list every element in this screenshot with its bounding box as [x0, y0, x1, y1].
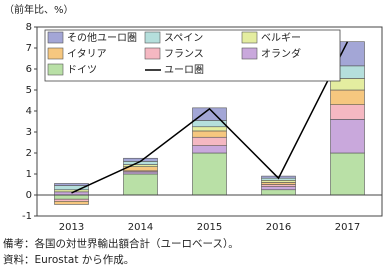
y-tick-label: -1: [22, 211, 32, 222]
bar-segment: [192, 136, 227, 146]
y-tick-label: 0: [26, 190, 32, 201]
bar-segment: [123, 171, 158, 175]
bar-segment: [123, 173, 158, 196]
bar-segment: [54, 201, 89, 205]
legend-label: オランダ: [261, 47, 301, 60]
bar-segment: [261, 184, 296, 187]
bar-segment: [261, 189, 296, 196]
y-unit: （前年比、%）: [4, 3, 74, 16]
y-tick-label: 4: [26, 106, 32, 117]
legend-label: ユーロ圏: [164, 64, 204, 76]
legend-label: その他ユーロ圏: [67, 31, 137, 44]
bar-segment: [192, 145, 227, 154]
bar-segment: [54, 198, 89, 202]
legend-swatch: [144, 47, 161, 60]
y-tick-label: 8: [26, 22, 32, 33]
bar-segment: [261, 186, 296, 191]
legend-box: [44, 29, 341, 82]
bar-segment: [192, 126, 227, 132]
y-tick-label: 6: [26, 64, 32, 75]
bar-segment: [330, 104, 365, 120]
bar-segment: [54, 189, 89, 193]
bar-segment: [54, 194, 89, 200]
bar-segment: [192, 152, 227, 196]
y-tick-label: 7: [26, 43, 32, 54]
legend-label: イタリア: [67, 48, 107, 60]
x-tick-label: 2017: [335, 222, 360, 233]
bar-segment: [261, 180, 296, 183]
note: 資料：Eurostat から作成。: [3, 254, 135, 266]
legend-label: ベルギー: [261, 32, 301, 44]
legend-label: ドイツ: [67, 65, 97, 76]
bar-segment: [192, 130, 227, 138]
legend-swatch: [144, 31, 161, 44]
x-tick-label: 2013: [59, 222, 84, 233]
x-tick-label: 2016: [266, 222, 291, 233]
bar-segment: [330, 119, 365, 154]
legend-label: スペイン: [164, 33, 203, 44]
y-tick-label: 1: [26, 169, 32, 180]
bar-segment: [54, 183, 89, 186]
bar-segment: [330, 152, 365, 196]
note: 備考：各国の対世界輸出額合計（ユーロベース）。: [3, 238, 239, 250]
legend-swatch: [241, 47, 258, 60]
line: [71, 41, 349, 194]
y-tick-label: 3: [26, 127, 32, 138]
chart: （前年比、%） -1 0 1 2 3 4 5 6 7 8 2013 2014 2015 2016 2017 そ…: [4, 3, 383, 233]
y-tick-label: 2: [26, 148, 32, 159]
legend-swatch: [47, 63, 64, 76]
bar-segment: [330, 89, 365, 105]
y-tick-label: 5: [26, 85, 32, 96]
bar-segment: [261, 182, 296, 185]
x-tick-label: 2015: [197, 222, 222, 233]
plot-frame: [36, 26, 383, 217]
x-tick-label: 2014: [128, 222, 153, 233]
legend-swatch: [241, 31, 258, 44]
legend-swatch: [47, 47, 64, 60]
legend-label: フランス: [164, 48, 204, 60]
legend-swatch: [47, 31, 64, 44]
